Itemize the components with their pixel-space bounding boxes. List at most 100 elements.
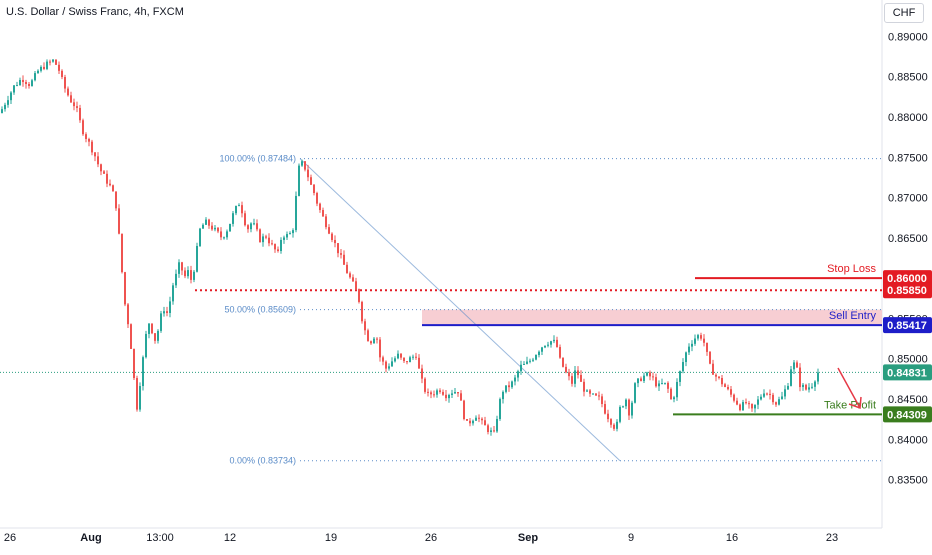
candle-body [649,372,651,377]
candle [667,381,669,393]
candle-body [133,348,135,379]
candle-body [142,357,144,387]
candle-body [745,402,747,404]
candle [85,132,87,143]
candle-body [538,351,540,355]
candle [583,378,585,397]
candle [160,310,162,333]
candle-body [583,381,585,392]
candle [745,398,747,405]
candle [136,375,138,412]
candle-body [34,73,36,81]
candle-body [148,323,150,334]
candle [652,372,654,381]
candle-body [334,239,336,244]
candle [691,340,693,352]
fib-level-label: 50.00% (0.85609) [224,305,296,315]
candle [751,403,753,412]
candle [184,267,186,279]
candle-body [151,323,153,334]
candle-body [637,378,639,384]
candle [454,387,456,394]
candle-body [139,386,141,410]
candle-body [250,223,252,230]
candle [457,391,459,397]
candle [688,343,690,355]
candle [199,227,201,247]
candle [46,59,48,71]
candle [37,69,39,74]
candle-body [331,233,333,240]
candle-body [271,243,273,245]
candle-body [208,219,210,226]
candle [661,378,663,385]
candle-body [652,376,654,378]
candle-body [541,347,543,352]
candle [472,419,474,426]
candle [451,389,453,399]
price-tick-label: 0.87000 [888,193,928,205]
candle-body [646,372,648,376]
candle [364,318,366,335]
candle-body [535,354,537,360]
candle-body [103,171,105,174]
candle [556,336,558,348]
candle [130,323,132,349]
candle [781,391,783,400]
candle-body [388,366,390,369]
candle-body [199,228,201,246]
candle-body [268,237,270,244]
price-tick-label: 0.89000 [888,31,928,43]
candle [28,81,30,89]
candle [775,401,777,407]
candle [145,330,147,359]
candle-body [451,393,453,395]
candle-body [631,402,633,416]
candle-body [394,358,396,362]
candle-body [790,369,792,386]
candle [496,415,498,433]
candle-body [418,357,420,369]
candle [631,400,633,419]
candle [316,191,318,207]
candle-body [112,185,114,192]
candle-body [49,61,51,63]
candle-body [433,394,435,396]
candle [94,151,96,162]
candle-body [358,289,360,302]
time-tick-label: 13:00 [146,532,174,544]
candle [238,203,240,207]
candle [793,360,795,374]
candle-body [532,359,534,361]
candle [232,211,234,227]
candle-body [697,335,699,339]
candle [193,269,195,283]
candle-body [460,393,462,401]
candle-body [244,213,246,226]
candle [736,397,738,406]
candle-body [496,419,498,432]
candle-body [769,393,771,395]
candle [325,214,327,230]
candle-body [520,364,522,372]
candle-body [64,77,66,89]
candle [235,205,237,216]
candle-body [715,374,717,377]
candle [430,390,432,399]
candle [1,106,3,114]
currency-button[interactable]: CHF [884,3,924,23]
candle [139,382,141,412]
candle [142,355,144,391]
candle-body [7,100,9,105]
candle-body [169,301,171,313]
candle-body [289,233,291,235]
candle [592,393,594,395]
candle-body [46,61,48,69]
candle-body [286,234,288,238]
candle-body [721,378,723,385]
candle-body [772,394,774,403]
candle [463,399,465,421]
candle-body [310,177,312,185]
